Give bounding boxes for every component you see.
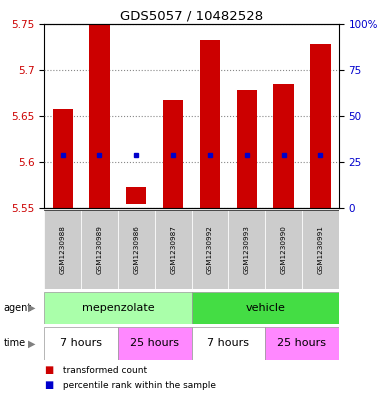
Text: ■: ■ [44,380,54,390]
Text: GSM1230989: GSM1230989 [97,225,102,274]
Bar [192,292,339,324]
Text: 7 hours: 7 hours [60,338,102,349]
Text: time: time [4,338,26,349]
Text: vehicle: vehicle [245,303,285,313]
Bar [118,210,155,289]
Bar [53,108,73,208]
Text: agent: agent [4,303,32,313]
Bar [126,187,146,204]
Bar [302,210,339,289]
Text: GSM1230990: GSM1230990 [281,225,286,274]
Bar [44,292,192,324]
Bar [44,210,81,289]
Text: GSM1230986: GSM1230986 [133,225,139,274]
Text: GSM1230991: GSM1230991 [317,225,323,274]
Text: GSM1230988: GSM1230988 [60,225,66,274]
Bar [273,84,294,208]
Bar [192,327,265,360]
Bar [163,100,183,208]
Text: ■: ■ [44,365,54,375]
Text: ▶: ▶ [28,303,35,313]
Bar [155,210,192,289]
Text: percentile rank within the sample: percentile rank within the sample [60,381,216,389]
Bar [192,210,228,289]
Title: GDS5057 / 10482528: GDS5057 / 10482528 [120,9,263,22]
Bar [44,327,118,360]
Bar [237,90,257,208]
Text: transformed count: transformed count [60,366,147,375]
Text: GSM1230992: GSM1230992 [207,225,213,274]
Text: GSM1230993: GSM1230993 [244,225,250,274]
Bar [265,210,302,289]
Text: 25 hours: 25 hours [278,338,326,349]
Bar [228,210,265,289]
Text: 25 hours: 25 hours [130,338,179,349]
Bar [200,40,220,208]
Bar [310,44,330,208]
Text: ▶: ▶ [28,338,35,349]
Text: mepenzolate: mepenzolate [82,303,154,313]
Bar [89,26,110,208]
Text: GSM1230987: GSM1230987 [170,225,176,274]
Bar [265,327,339,360]
Text: 7 hours: 7 hours [208,338,249,349]
Bar [81,210,118,289]
Bar [118,327,192,360]
